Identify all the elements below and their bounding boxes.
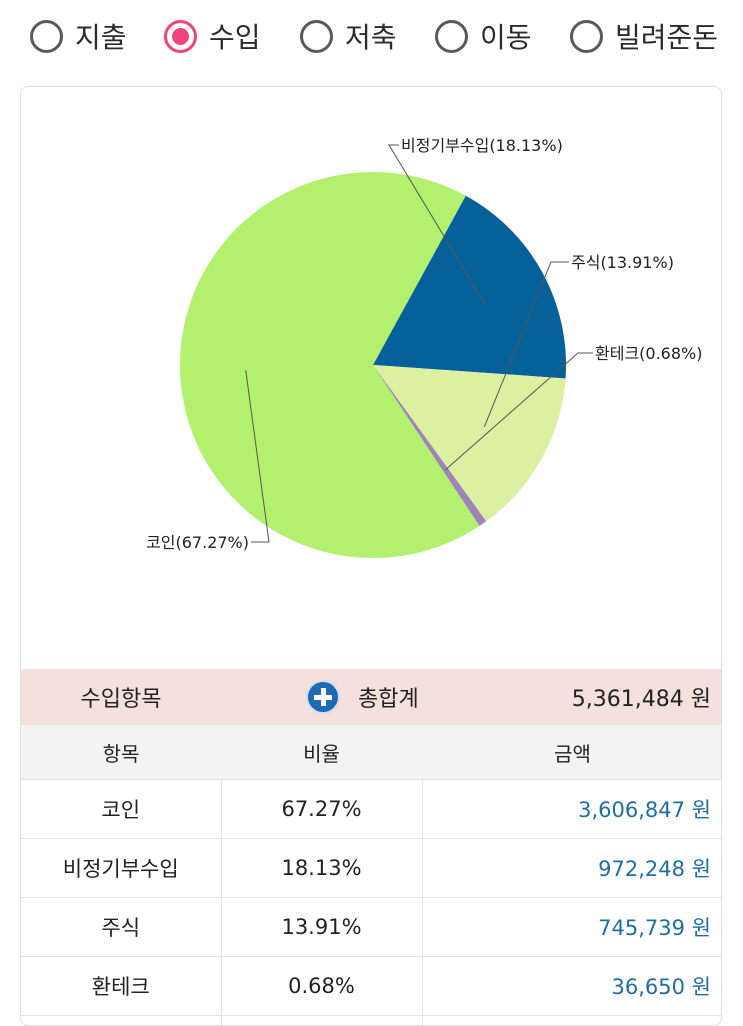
radio-label: 수입 bbox=[209, 16, 261, 56]
radio-expense[interactable]: 지출 bbox=[30, 16, 127, 56]
row-amount: 745,739 원 bbox=[422, 898, 722, 957]
radio-label: 저축 bbox=[345, 16, 397, 56]
total-label: 총합계 bbox=[358, 681, 419, 713]
radio-checked-icon bbox=[164, 20, 197, 53]
row-ratio: 0.68% bbox=[221, 957, 422, 1016]
table-header-row: 항목 비율 금액 bbox=[21, 725, 722, 780]
pie-chart-svg: 비정기부수입(18.13%) 주식(13.91%) 환테크(0.68%) 코인(67.… bbox=[21, 87, 722, 667]
total-value: 5,361,484 원 bbox=[572, 681, 711, 713]
header-ratio: 비율 bbox=[221, 725, 422, 780]
table-row[interactable]: 코인 67.27% 3,606,847 원 bbox=[21, 780, 722, 839]
table-row[interactable]: 비정기부수입 18.13% 972,248 원 bbox=[21, 839, 722, 898]
transaction-type-radio-group: 지출 수입 저축 이동 빌려준돈 bbox=[0, 0, 743, 74]
table-row[interactable]: 주식 13.91% 745,739 원 bbox=[21, 898, 722, 957]
radio-circle-icon bbox=[570, 20, 603, 53]
radio-circle-icon bbox=[30, 20, 63, 53]
row-item: 비정기부수입 bbox=[21, 839, 221, 898]
pie-label-0: 비정기부수입(18.13%) bbox=[401, 136, 563, 155]
row-amount: 36,650 원 bbox=[422, 957, 722, 1016]
row-item: 환테크 bbox=[21, 957, 221, 1016]
header-item: 항목 bbox=[21, 725, 221, 780]
radio-circle-icon bbox=[300, 20, 333, 53]
radio-savings[interactable]: 저축 bbox=[300, 16, 397, 56]
radio-label: 지출 bbox=[75, 16, 127, 56]
row-amount: 3,606,847 원 bbox=[422, 780, 722, 839]
row-item: 주식 bbox=[21, 898, 221, 957]
row-amount: 972,248 원 bbox=[422, 839, 722, 898]
income-pie-chart: 비정기부수입(18.13%) 주식(13.91%) 환테크(0.68%) 코인(67.… bbox=[21, 87, 722, 667]
row-ratio: 18.13% bbox=[221, 839, 422, 898]
radio-label: 빌려준돈 bbox=[615, 16, 718, 56]
income-table: 항목 비율 금액 코인 67.27% 3,606,847 원 비정기부수입 18… bbox=[21, 725, 722, 1026]
radio-transfer[interactable]: 이동 bbox=[435, 16, 532, 56]
plus-icon[interactable] bbox=[306, 680, 340, 714]
pie-label-2: 환테크(0.68%) bbox=[595, 344, 702, 363]
radio-circle-icon bbox=[435, 20, 468, 53]
header-amount: 금액 bbox=[422, 725, 722, 780]
income-summary-card: 비정기부수입(18.13%) 주식(13.91%) 환테크(0.68%) 코인(67.… bbox=[20, 86, 722, 1026]
radio-lent-money[interactable]: 빌려준돈 bbox=[570, 16, 718, 56]
radio-income[interactable]: 수입 bbox=[164, 16, 261, 56]
row-ratio: 67.27% bbox=[221, 780, 422, 839]
category-label: 수입항목 bbox=[21, 681, 221, 713]
row-ratio: 13.91% bbox=[221, 898, 422, 957]
summary-bar: 수입항목 총합계 5,361,484 원 bbox=[21, 669, 722, 725]
radio-label: 이동 bbox=[480, 16, 532, 56]
pie-label-3: 코인(67.27%) bbox=[146, 533, 249, 552]
table-row[interactable]: 환테크 0.68% 36,650 원 bbox=[21, 957, 722, 1016]
row-item: 코인 bbox=[21, 780, 221, 839]
pie-label-1: 주식(13.91%) bbox=[571, 253, 674, 272]
table-row bbox=[21, 1016, 722, 1026]
